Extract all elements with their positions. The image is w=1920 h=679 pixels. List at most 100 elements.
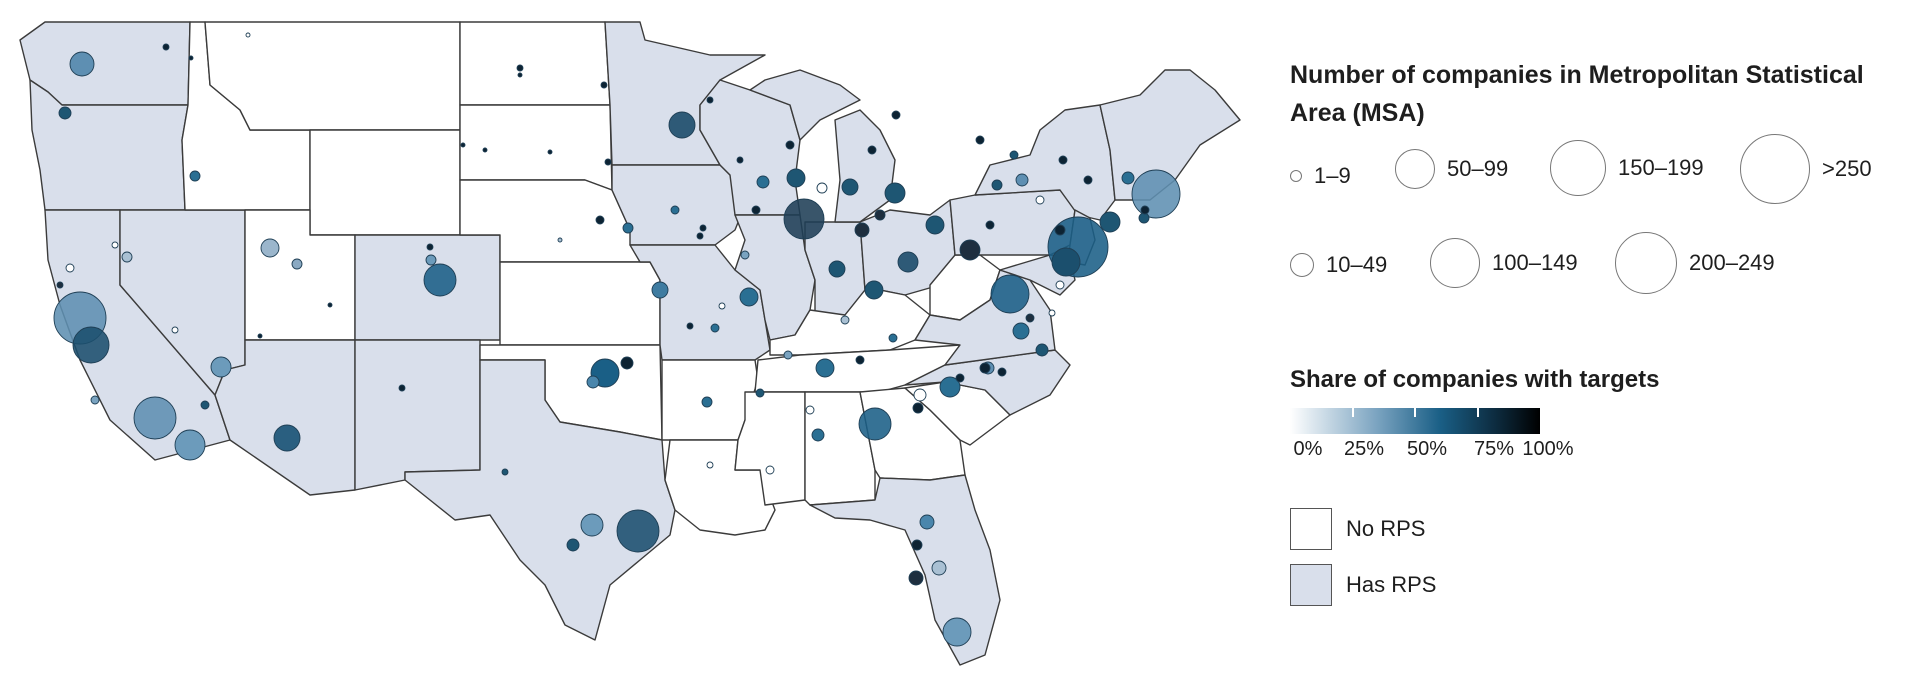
msa-bubble <box>939 376 961 398</box>
msa-bubble <box>997 367 1007 377</box>
rps-legend-item-no: No RPS <box>1290 508 1910 550</box>
size-circle <box>1550 140 1606 196</box>
size-label: 1–9 <box>1314 163 1351 188</box>
msa-bubble <box>897 251 919 273</box>
msa-bubble <box>1035 195 1045 205</box>
msa-bubble <box>942 617 972 647</box>
msa-bubble <box>1121 171 1135 185</box>
msa-bubble <box>908 570 924 586</box>
size-legend-item: 200–249 <box>1615 232 1775 294</box>
msa-bubble <box>482 147 488 153</box>
msa-bubble <box>864 280 884 300</box>
msa-bubble <box>1012 322 1030 340</box>
msa-bubble <box>990 274 1030 314</box>
msa-bubble <box>586 375 600 389</box>
msa-bubble <box>884 182 906 204</box>
msa-bubble <box>111 241 119 249</box>
msa-bubble <box>786 168 806 188</box>
msa-bubble <box>686 322 694 330</box>
state-wisconsin <box>699 79 801 216</box>
msa-bubble <box>72 326 110 364</box>
msa-bubble <box>919 514 935 530</box>
size-legend-item: 50–99 <box>1395 149 1508 189</box>
msa-bubble <box>985 220 995 230</box>
msa-bubble <box>600 81 608 89</box>
msa-bubble <box>840 315 850 325</box>
msa-bubble <box>955 373 965 383</box>
msa-bubble <box>162 43 170 51</box>
msa-bubble <box>991 179 1003 191</box>
msa-bubble <box>706 461 714 469</box>
size-legend-item: 1–9 <box>1290 163 1351 189</box>
size-circle <box>1395 149 1435 189</box>
msa-bubble <box>668 111 696 139</box>
share-color-ramp <box>1290 408 1540 434</box>
us-map <box>19 21 1241 666</box>
msa-bubble <box>783 350 793 360</box>
msa-bubble <box>858 407 892 441</box>
msa-bubble <box>718 302 726 310</box>
msa-bubble <box>90 395 100 405</box>
msa-bubble <box>925 215 945 235</box>
msa-bubble <box>189 170 201 182</box>
size-label: 10–49 <box>1326 252 1388 277</box>
msa-bubble <box>1055 280 1065 290</box>
no-rps-swatch <box>1290 508 1332 550</box>
msa-bubble <box>911 539 923 551</box>
msa-bubble <box>245 32 251 38</box>
msa-bubble <box>460 142 466 148</box>
state-new-england <box>1099 69 1241 201</box>
msa-bubble <box>200 400 210 410</box>
share-tick-label: 75% <box>1473 438 1515 460</box>
msa-bubble <box>423 263 457 297</box>
share-tick-label: 50% <box>1406 438 1448 460</box>
msa-bubble <box>291 258 303 270</box>
msa-bubble <box>69 51 95 77</box>
msa-bubble <box>751 205 761 215</box>
rps-label: Has RPS <box>1346 572 1437 597</box>
size-label: 150–199 <box>1618 155 1704 180</box>
msa-bubble <box>805 405 815 415</box>
msa-bubble <box>1099 211 1121 233</box>
size-legend-title: Number of companies in Metropolitan Stat… <box>1290 61 1864 127</box>
msa-bubble <box>696 232 704 240</box>
size-legend-item: 10–49 <box>1290 252 1387 278</box>
msa-bubble <box>979 362 991 374</box>
msa-bubble <box>739 287 759 307</box>
state-montana <box>204 21 461 131</box>
msa-bubble <box>171 326 179 334</box>
msa-bubble <box>755 388 765 398</box>
state-kansas <box>499 261 661 346</box>
msa-bubble <box>1009 150 1019 160</box>
msa-bubble <box>811 428 825 442</box>
size-legend-item: >250 <box>1740 134 1872 204</box>
size-circle <box>1290 253 1314 277</box>
size-circle <box>1430 238 1480 288</box>
msa-bubble <box>1140 205 1150 215</box>
msa-bubble <box>765 465 775 475</box>
msa-bubble <box>1131 169 1181 219</box>
msa-bubble <box>740 250 750 260</box>
msa-bubble <box>188 55 194 61</box>
rps-label: No RPS <box>1346 516 1426 541</box>
msa-bubble <box>260 238 280 258</box>
msa-bubble <box>1035 343 1049 357</box>
msa-bubble <box>888 333 898 343</box>
size-legend: 1–9 50–99 150–199 >250 10–49 100–149 200… <box>1290 134 1910 356</box>
msa-bubble <box>210 356 232 378</box>
share-tick-label: 25% <box>1343 438 1385 460</box>
share-tick-label: 100% <box>1522 438 1574 460</box>
state-iowa <box>611 164 746 246</box>
msa-bubble <box>1051 247 1081 277</box>
msa-bubble <box>273 424 301 452</box>
size-circle <box>1740 134 1810 204</box>
msa-bubble <box>501 468 509 476</box>
state-new-mexico <box>354 339 481 491</box>
msa-bubble <box>1054 224 1066 236</box>
msa-bubble <box>854 222 870 238</box>
msa-bubble <box>133 396 177 440</box>
size-circle <box>1290 170 1302 182</box>
ramp-tick <box>1352 408 1354 417</box>
share-tick-labels: 0% 25% 50% 75% 100% <box>1290 438 1574 464</box>
msa-bubble <box>557 237 563 243</box>
